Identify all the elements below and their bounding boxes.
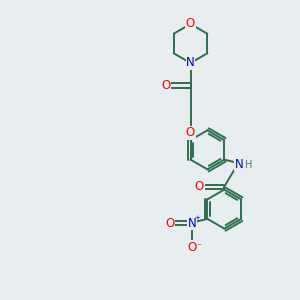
Text: O: O bbox=[165, 217, 174, 230]
Text: +: + bbox=[194, 215, 200, 221]
Text: N: N bbox=[188, 217, 197, 230]
Text: N: N bbox=[186, 56, 195, 70]
Text: O: O bbox=[195, 180, 204, 193]
Text: O: O bbox=[188, 241, 197, 254]
Text: ⁻: ⁻ bbox=[196, 242, 202, 252]
Text: H: H bbox=[245, 160, 253, 170]
Text: N: N bbox=[235, 158, 244, 171]
Text: O: O bbox=[186, 126, 195, 140]
Text: O: O bbox=[161, 79, 170, 92]
Text: O: O bbox=[186, 17, 195, 31]
